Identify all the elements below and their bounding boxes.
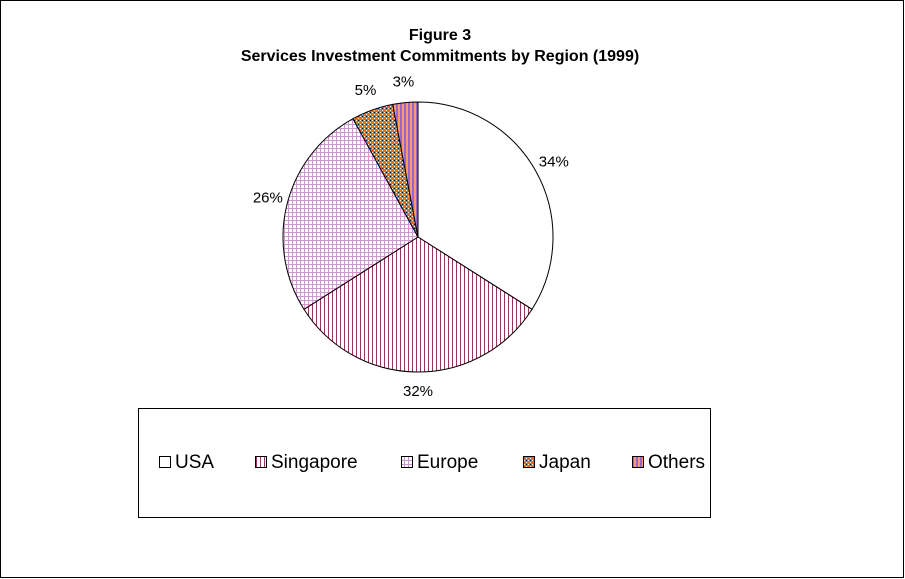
legend-swatch — [523, 456, 535, 468]
legend-label: Europe — [417, 452, 478, 473]
legend-swatch — [632, 456, 644, 468]
data-label: 26% — [253, 189, 283, 206]
legend-label: Japan — [539, 452, 591, 473]
legend-box — [138, 408, 711, 518]
legend-swatch — [255, 456, 267, 468]
legend-swatch — [159, 456, 171, 468]
chart-subtitle: Services Investment Commitments by Regio… — [241, 48, 639, 65]
pie-slice — [392, 101, 419, 238]
data-label: 32% — [403, 383, 433, 400]
legend-label: Singapore — [271, 452, 358, 473]
pie-slice — [282, 118, 419, 311]
legend-label: Others — [648, 452, 705, 473]
legend-swatch — [401, 456, 413, 468]
data-label: 3% — [393, 74, 415, 91]
data-label: 34% — [539, 153, 569, 170]
pie-slice — [303, 236, 533, 373]
data-label: 5% — [355, 82, 377, 99]
pie-slice — [417, 101, 554, 311]
chart-title: Figure 3 — [409, 27, 471, 44]
legend-label: USA — [175, 452, 214, 473]
